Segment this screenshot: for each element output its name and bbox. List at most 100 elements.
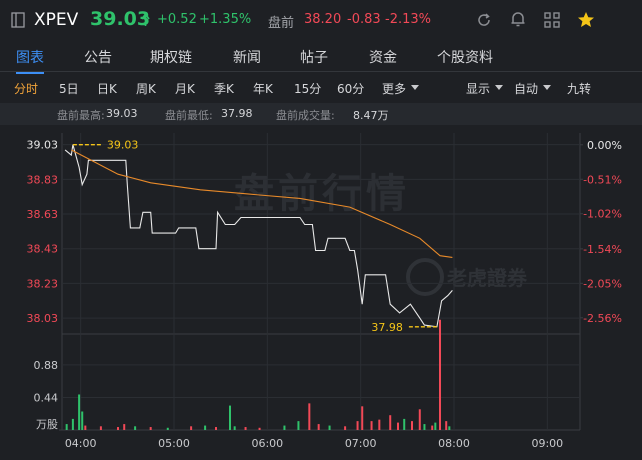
menu-icon[interactable]: [11, 12, 25, 28]
y-tick-label: 0.44: [34, 391, 59, 404]
dropdown-caret: [495, 85, 503, 90]
star-icon[interactable]: [577, 11, 595, 28]
tab[interactable]: 图表: [16, 47, 44, 74]
volume-bar: [317, 424, 320, 430]
tab[interactable]: 公告: [84, 50, 112, 66]
volume-bar: [99, 426, 102, 430]
y-tick-label: 38.63: [27, 208, 59, 221]
annotation-label: 37.98: [371, 321, 403, 334]
y2-tick-label: -0.51%: [583, 173, 622, 186]
x-tick-label: 05:00: [158, 437, 190, 450]
session: 盘前: [268, 16, 295, 31]
series-line: [71, 149, 453, 258]
toolbar-item[interactable]: 15分: [294, 82, 322, 96]
x-tick-label: 08:00: [438, 437, 470, 450]
volume-bar: [117, 427, 119, 430]
symbol: XPEV: [34, 10, 79, 30]
x-tick-label: 06:00: [251, 437, 283, 450]
y-tick-label: 万股: [36, 418, 58, 431]
toolbar-item[interactable]: 自动: [514, 82, 539, 96]
volume-bar: [166, 427, 169, 430]
volume-bar: [190, 426, 193, 430]
toolbar-item[interactable]: 月K: [175, 82, 195, 96]
tab[interactable]: 资金: [369, 50, 397, 66]
watermark: 盘前行情: [234, 171, 410, 217]
toolbar-item[interactable]: 60分: [337, 82, 365, 96]
bell-icon[interactable]: [510, 11, 526, 28]
tab[interactable]: 帖子: [300, 50, 328, 66]
up-arrow: [141, 13, 150, 26]
volume-bar: [389, 415, 392, 430]
dropdown-caret: [543, 85, 551, 90]
volume-bar: [84, 425, 87, 430]
volume-bar: [71, 418, 74, 430]
volume-bar: [65, 424, 68, 430]
volume-bar: [215, 427, 217, 430]
y-tick-label: 0.88: [34, 359, 59, 372]
series-line: [64, 144, 453, 328]
volume-bar: [356, 421, 359, 430]
volume-bar: [297, 421, 300, 430]
pre-change: -0.83: [347, 12, 381, 27]
stat-value: 37.98: [221, 107, 253, 120]
dropdown-caret: [411, 85, 419, 90]
toolbar-item[interactable]: 显示: [466, 82, 491, 96]
y-tick-label: 38.43: [27, 243, 59, 256]
volume-bar: [403, 418, 406, 430]
logo-mark: [406, 258, 444, 296]
header: XPEV 39.03 +0.52 +1.35% 盘前 38.20 -0.83 -…: [0, 0, 642, 40]
volume-bar: [344, 426, 347, 430]
grid-icon[interactable]: [544, 12, 560, 28]
volume-bar: [397, 422, 399, 430]
stat-label: 盘前最低:: [165, 109, 213, 122]
volume-bar: [418, 409, 421, 430]
toolbar-item[interactable]: 九转: [567, 82, 592, 96]
pre-change-pct: -2.13%: [385, 12, 431, 27]
stat-value: 8.47万: [353, 109, 389, 122]
volume-bar: [258, 427, 261, 430]
tab[interactable]: 个股资料: [437, 50, 493, 66]
volume-bar: [448, 426, 451, 430]
tab-bar: 图表 公告 期权链 新闻 帖子 资金 个股资料: [0, 40, 642, 74]
volume-bar: [229, 405, 231, 430]
volume-bar: [149, 427, 152, 430]
change-pct: +1.35%: [199, 12, 252, 27]
toolbar-item[interactable]: 分时: [14, 82, 39, 96]
toolbar-item[interactable]: 日K: [97, 82, 117, 96]
volume-bar: [204, 425, 207, 430]
volume-bar: [123, 424, 126, 430]
y-tick-label: 39.03: [27, 139, 59, 152]
volume-bar: [308, 403, 311, 430]
toolbar-item[interactable]: 季K: [214, 82, 234, 96]
stat-value: 39.03: [106, 107, 138, 120]
volume-bar: [361, 406, 364, 430]
toolbar-item[interactable]: 5日: [59, 82, 79, 96]
x-tick-label: 09:00: [531, 437, 563, 450]
volume-bar: [233, 426, 236, 430]
pre-price: 38.20: [304, 12, 342, 27]
y2-tick-label: -2.56%: [583, 312, 622, 325]
y2-tick-label: -2.05%: [583, 277, 622, 290]
price: 39.03: [90, 8, 151, 30]
tab[interactable]: 期权链: [150, 50, 192, 66]
stat-label: 盘前成交量:: [276, 109, 335, 122]
tab[interactable]: 新闻: [233, 50, 261, 66]
x-tick-label: 07:00: [345, 437, 377, 450]
volume-bar: [439, 319, 441, 430]
y2-tick-label: 0.00%: [587, 139, 622, 152]
volume-bar: [81, 411, 84, 430]
volume-bar: [134, 426, 137, 430]
refresh-icon[interactable]: [476, 12, 492, 28]
y2-tick-label: -1.54%: [583, 243, 622, 256]
toolbar-item[interactable]: 更多: [382, 82, 407, 96]
toolbar-item[interactable]: 年K: [253, 82, 273, 96]
y-tick-label: 38.23: [27, 277, 59, 290]
toolbar-item[interactable]: 周K: [136, 82, 156, 96]
volume-bar: [411, 421, 413, 430]
annotation-label: 39.03: [107, 139, 139, 152]
toolbar: 分时 5日 日K 周K 月K 季K 年K 15分 60分 更多 显示 自动 九转: [0, 72, 642, 102]
logo-text: 老虎證券: [447, 266, 528, 290]
volume-bar: [423, 424, 426, 430]
volume-bar: [78, 394, 81, 430]
